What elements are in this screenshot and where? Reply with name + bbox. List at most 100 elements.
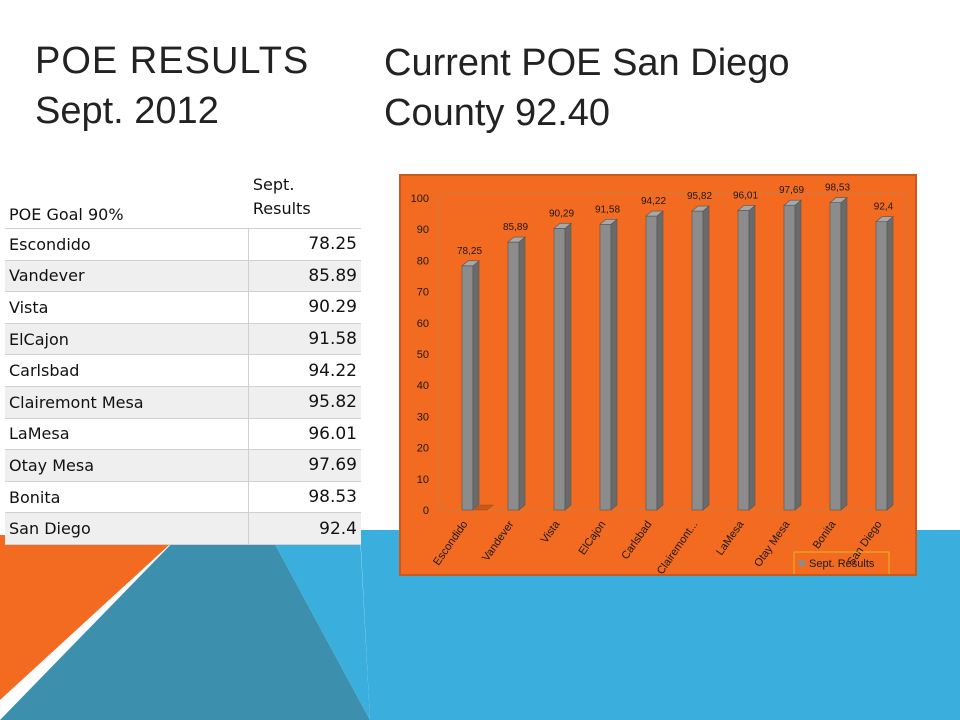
- bar: [461, 265, 474, 511]
- table-row: Escondido 78.25: [5, 228, 361, 261]
- row-value: 78.25: [248, 228, 361, 261]
- category-label: Vista: [539, 518, 563, 545]
- bar-side: [840, 196, 848, 511]
- legend-swatch-series1: [799, 560, 805, 566]
- bar-side: [472, 260, 480, 511]
- bar-series2: [474, 504, 494, 511]
- category-label: Clairemont...: [655, 519, 701, 574]
- table-row: ElCajon 91.58: [5, 323, 361, 356]
- y-tick-label: 30: [417, 411, 429, 423]
- data-label: 78,25: [457, 246, 482, 257]
- data-label: 98,53: [825, 183, 850, 194]
- row-name: Escondido: [5, 228, 249, 261]
- bar-top: [829, 197, 848, 203]
- table-row: Vista 90.29: [5, 291, 361, 324]
- headline-line-1: Current POE San Diego: [384, 42, 790, 84]
- y-tick-label: 40: [417, 380, 429, 392]
- bar: [829, 202, 842, 511]
- row-name: Bonita: [5, 481, 249, 514]
- table-header-row: POE Goal 90% Sept. Results: [5, 168, 361, 229]
- table-row: Clairemont Mesa 95.82: [5, 386, 361, 419]
- data-label: 95,82: [687, 191, 712, 202]
- row-value: 91.58: [248, 323, 361, 356]
- bar-top: [737, 205, 756, 211]
- bar-top: [645, 210, 664, 217]
- category-label: Carlsbad: [619, 519, 654, 562]
- table-row: Carlsbad 94.22: [5, 354, 361, 387]
- data-label: 94,22: [641, 196, 666, 207]
- y-tick-label: 50: [417, 349, 429, 361]
- bar-top: [599, 218, 618, 225]
- bar: [645, 215, 658, 511]
- y-tick-label: 90: [417, 224, 429, 236]
- bar-side: [886, 216, 894, 511]
- legend-label-series1: Sept. Results: [809, 558, 875, 570]
- category-label: Vandever: [480, 519, 517, 564]
- row-value: 95.82: [248, 386, 361, 419]
- table-row: Vandever 85.89: [5, 260, 361, 293]
- results-table: POE Goal 90% Sept. Results Escondido 78.2…: [5, 168, 361, 545]
- row-value: 85.89: [248, 260, 361, 293]
- y-tick-label: 20: [417, 443, 429, 455]
- chart-top-corner: [438, 192, 446, 199]
- row-value: 94.22: [248, 354, 361, 387]
- bar-side: [518, 236, 526, 511]
- bar-side: [702, 205, 710, 511]
- row-name: Carlsbad: [5, 354, 249, 387]
- row-value: 96.01: [248, 418, 361, 451]
- bar: [783, 204, 796, 511]
- headline-line-2: County 92.40: [384, 92, 611, 134]
- data-label: 97,69: [779, 185, 804, 196]
- row-value: 92.4: [248, 512, 361, 545]
- category-label: Otay Mesa: [752, 518, 793, 569]
- row-name: Otay Mesa: [5, 449, 249, 482]
- table-row: Bonita 98.53: [5, 481, 361, 514]
- title-line-2: Sept. 2012: [35, 90, 219, 132]
- bar-top: [507, 236, 526, 243]
- bar-side: [564, 222, 572, 511]
- row-name: Vandever: [5, 260, 249, 293]
- slide-title: POE RESULTS Sept. 2012: [35, 36, 309, 136]
- bar-side: [794, 199, 802, 511]
- bar-top: [553, 222, 572, 229]
- category-label: ElCajon: [577, 519, 609, 557]
- row-value: 90.29: [248, 291, 361, 324]
- table-row: LaMesa 96.01: [5, 418, 361, 451]
- y-tick-label: 100: [411, 193, 429, 205]
- bar-top: [875, 216, 894, 223]
- bar-top: [461, 260, 480, 267]
- bar-chart-svg: 0 10 20 30 40 50 60 70 80 90 100 78,25 Escondido 85,8…: [411, 183, 907, 574]
- chart-floor-side: [438, 504, 446, 511]
- chart-back-wall: [445, 192, 907, 505]
- table-row: San Diego 92.4: [5, 512, 361, 545]
- y-tick-label: 10: [417, 474, 429, 486]
- row-name: ElCajon: [5, 323, 249, 356]
- y-tick-label: 80: [417, 255, 429, 267]
- legend-box: [793, 551, 890, 574]
- chart-floor-right: [899, 504, 907, 511]
- blue-wedge: [180, 535, 370, 720]
- bar-chart: 0 10 20 30 40 50 60 70 80 90 100 78,25 Escondido 85,8…: [399, 174, 917, 576]
- bar: [507, 241, 520, 511]
- header-sept: Sept.: [252, 175, 295, 194]
- category-label: Bonita: [811, 518, 839, 551]
- row-name: San Diego: [5, 512, 249, 545]
- bar: [691, 210, 704, 511]
- bar: [553, 227, 566, 511]
- bar: [737, 210, 750, 511]
- data-label: 92,4: [874, 202, 894, 213]
- row-name: Vista: [5, 291, 249, 324]
- row-value: 97.69: [248, 449, 361, 482]
- y-tick-label: 0: [423, 505, 429, 517]
- data-label: 96,01: [733, 190, 758, 201]
- bar-top: [691, 205, 710, 212]
- bar-side: [610, 218, 618, 511]
- bar: [875, 221, 888, 511]
- title-line-1: POE RESULTS: [35, 40, 310, 82]
- bar-side: [748, 204, 756, 511]
- blue-band: [360, 530, 960, 720]
- bar-top: [783, 199, 802, 206]
- category-label: LaMesa: [714, 518, 747, 558]
- header-poe-goal: POE Goal 90%: [5, 168, 249, 229]
- row-name: Clairemont Mesa: [5, 386, 249, 419]
